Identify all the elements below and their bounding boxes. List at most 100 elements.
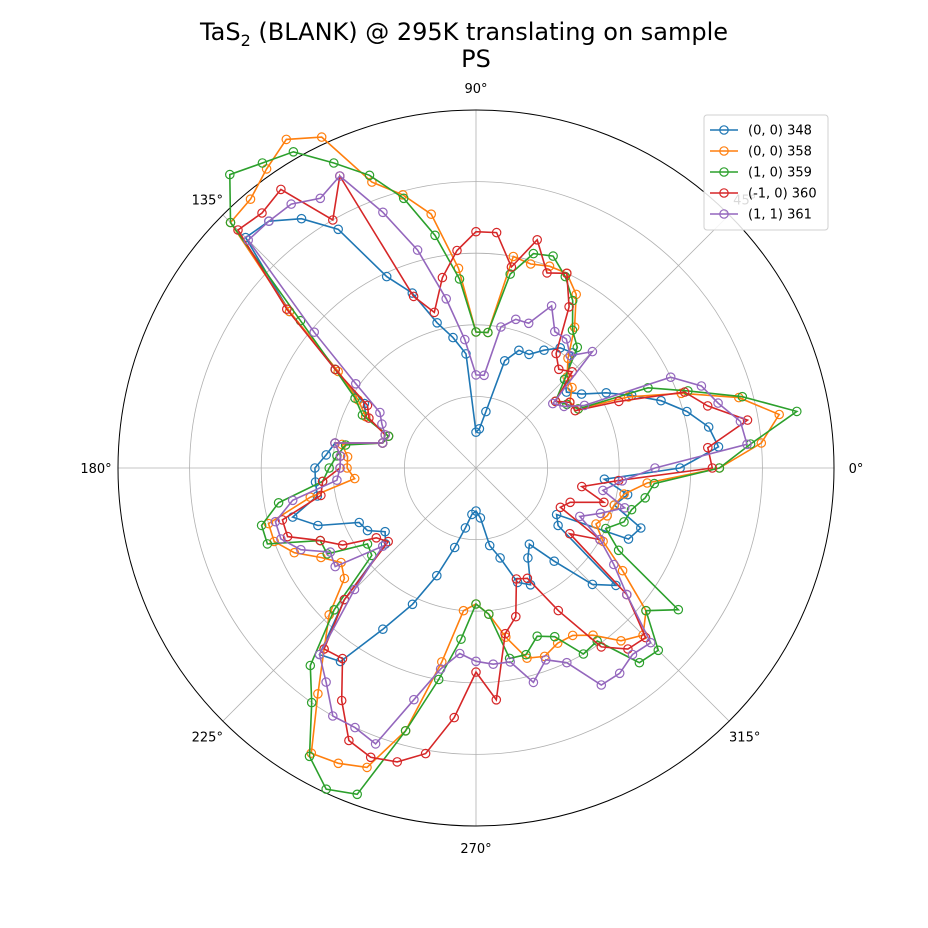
data-point bbox=[522, 573, 533, 584]
data-point bbox=[528, 248, 539, 259]
data-point bbox=[599, 497, 609, 508]
circular-gridline bbox=[332, 324, 620, 612]
data-point bbox=[407, 599, 418, 610]
data-point bbox=[441, 293, 451, 304]
data-point bbox=[613, 396, 624, 407]
data-point bbox=[288, 147, 299, 157]
data-point bbox=[521, 649, 531, 660]
legend-marker bbox=[719, 125, 729, 135]
data-point bbox=[225, 169, 235, 180]
data-point bbox=[270, 516, 281, 527]
data-point bbox=[756, 438, 767, 448]
data-point bbox=[330, 561, 340, 572]
data-point bbox=[313, 688, 323, 699]
data-point bbox=[316, 132, 327, 142]
data-point bbox=[523, 318, 534, 329]
chart-title-subscript: 2 bbox=[241, 31, 251, 50]
data-point bbox=[400, 725, 411, 736]
data-point bbox=[474, 423, 485, 434]
angle-tick-label: 90° bbox=[464, 82, 487, 97]
data-point bbox=[649, 478, 660, 489]
data-point bbox=[555, 502, 566, 513]
data-point bbox=[623, 534, 634, 544]
data-point bbox=[392, 757, 402, 767]
data-point bbox=[436, 657, 447, 667]
data-point bbox=[315, 535, 326, 546]
data-point bbox=[598, 485, 608, 496]
data-point bbox=[310, 463, 320, 473]
data-point bbox=[511, 574, 522, 584]
data-point bbox=[281, 134, 292, 145]
data-point bbox=[364, 413, 374, 423]
data-point bbox=[596, 680, 607, 690]
data-point bbox=[281, 304, 292, 314]
data-point bbox=[333, 224, 343, 235]
angle-tick-label: 270° bbox=[460, 842, 491, 857]
series-line bbox=[244, 217, 720, 663]
data-point bbox=[426, 209, 436, 219]
chart-title-rest: (BLANK) @ 295K translating on sample bbox=[251, 18, 728, 46]
data-point bbox=[362, 525, 373, 536]
data-point bbox=[362, 400, 373, 411]
data-point bbox=[352, 789, 362, 800]
data-point bbox=[549, 326, 560, 337]
data-point bbox=[627, 649, 638, 660]
data-point bbox=[370, 739, 381, 749]
data-point bbox=[430, 230, 440, 241]
data-point bbox=[342, 451, 353, 462]
data-point bbox=[653, 645, 664, 656]
data-point bbox=[317, 476, 328, 487]
data-point bbox=[707, 463, 718, 473]
data-point bbox=[673, 604, 684, 615]
data-point bbox=[549, 631, 560, 642]
data-point bbox=[626, 504, 637, 515]
data-point bbox=[643, 382, 653, 393]
data-point bbox=[433, 674, 444, 685]
data-point bbox=[333, 366, 343, 377]
angle-tick-label: 180° bbox=[80, 462, 111, 477]
data-point bbox=[350, 378, 361, 389]
data-point bbox=[257, 208, 267, 218]
data-point bbox=[371, 532, 382, 543]
chart-title-line2: PS bbox=[461, 45, 491, 73]
data-point bbox=[614, 668, 625, 679]
data-point bbox=[623, 392, 634, 402]
data-point bbox=[367, 177, 377, 187]
data-point bbox=[505, 657, 515, 667]
data-point bbox=[742, 415, 753, 425]
data-point bbox=[617, 475, 627, 486]
data-point bbox=[483, 327, 493, 338]
data-point bbox=[262, 539, 273, 549]
data-point bbox=[321, 784, 331, 794]
data-point bbox=[324, 463, 334, 473]
data-point bbox=[349, 584, 360, 595]
data-point bbox=[574, 511, 585, 522]
data-point bbox=[339, 573, 350, 584]
data-point bbox=[702, 401, 713, 411]
data-point bbox=[640, 492, 650, 503]
legend-marker bbox=[719, 188, 729, 198]
data-point bbox=[364, 170, 375, 181]
data-point bbox=[559, 401, 569, 412]
data-point bbox=[524, 539, 535, 549]
data-point bbox=[377, 419, 387, 429]
data-point bbox=[608, 559, 619, 570]
data-point bbox=[528, 677, 539, 688]
polar-frame bbox=[117, 109, 835, 827]
data-point bbox=[496, 322, 506, 332]
legend-marker bbox=[719, 167, 729, 177]
data-point bbox=[337, 653, 348, 664]
data-point bbox=[547, 398, 558, 409]
data-point bbox=[553, 520, 563, 531]
data-point bbox=[619, 489, 629, 499]
data-point bbox=[304, 751, 315, 762]
data-point bbox=[263, 518, 274, 529]
data-point bbox=[714, 463, 725, 473]
data-point bbox=[377, 438, 388, 448]
legend-entry: (0, 0) 358 bbox=[748, 145, 812, 160]
data-point bbox=[561, 657, 572, 668]
data-point bbox=[550, 396, 561, 407]
legend: (0, 0) 348 (0, 0) 358 (1, 0) 359 (-1, 0) 36… bbox=[703, 114, 829, 231]
legend-box bbox=[703, 114, 829, 231]
data-point bbox=[409, 694, 419, 705]
